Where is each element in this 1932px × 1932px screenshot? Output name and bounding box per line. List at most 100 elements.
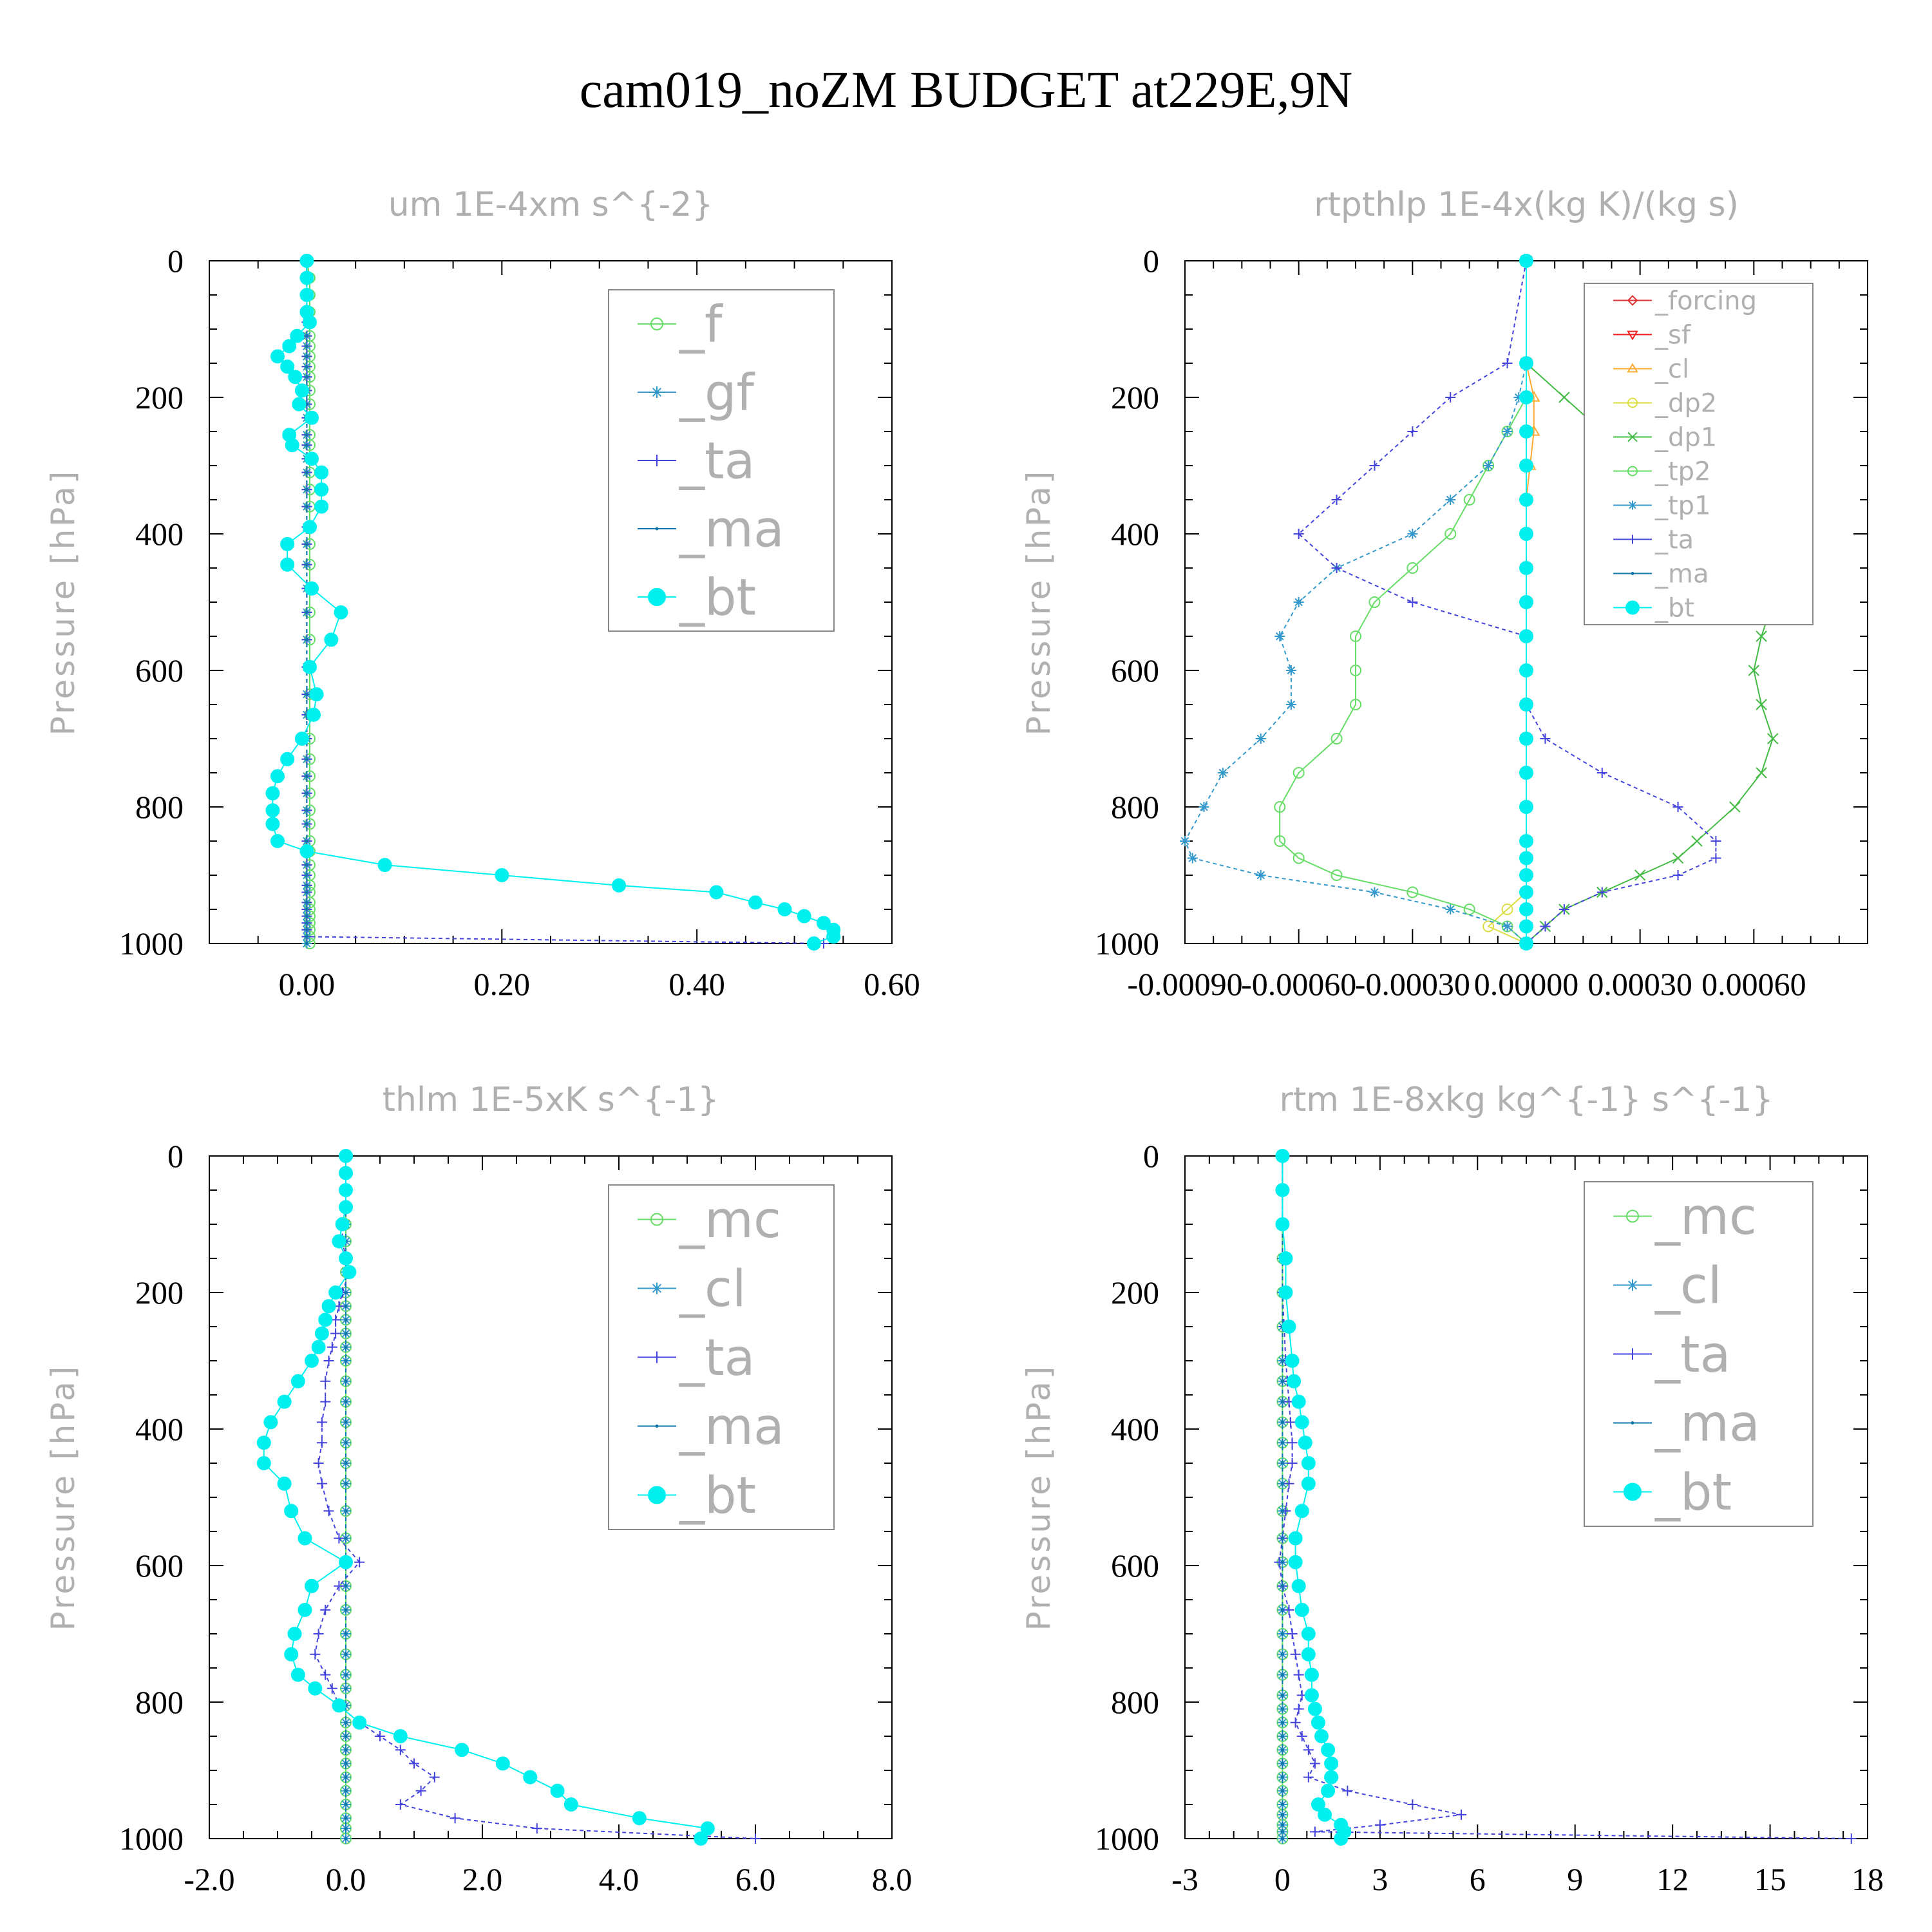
data-point xyxy=(709,885,724,900)
x-tick-label: -2.0 xyxy=(184,1861,234,1897)
y-tick-label: 800 xyxy=(135,789,184,825)
data-point xyxy=(1255,870,1266,880)
legend-label: _ma xyxy=(679,1398,784,1456)
data-point xyxy=(305,638,308,641)
data-point xyxy=(1304,1688,1319,1703)
data-point xyxy=(299,844,314,858)
data-point xyxy=(1287,1458,1298,1468)
legend: _mc _cl _ta _ma _bt xyxy=(1584,1181,1814,1527)
data-point xyxy=(1293,1703,1304,1714)
legend-label: _cl xyxy=(1654,355,1689,384)
legend-marker xyxy=(1627,431,1638,442)
legend-label: _dp2 xyxy=(1654,389,1717,419)
data-point xyxy=(332,1234,346,1249)
y-tick-label: 400 xyxy=(135,1411,184,1447)
data-point xyxy=(324,632,339,647)
data-point xyxy=(344,1632,348,1636)
data-point xyxy=(265,786,280,800)
data-point xyxy=(1314,1729,1329,1743)
legend-entry: _cl xyxy=(1613,355,1689,384)
series-tp2 xyxy=(1274,255,1532,949)
data-point xyxy=(1275,1149,1290,1163)
data-point xyxy=(1331,563,1342,573)
data-point xyxy=(1519,885,1533,900)
data-point xyxy=(305,934,308,938)
data-point xyxy=(1180,836,1190,846)
legend-marker xyxy=(651,1282,663,1294)
data-point xyxy=(344,1687,348,1690)
data-point xyxy=(1368,596,1381,608)
data-point xyxy=(299,270,314,285)
data-point xyxy=(1296,1731,1307,1741)
data-point xyxy=(334,605,348,620)
series-line xyxy=(1184,261,1527,944)
y-tick-label: 600 xyxy=(135,652,184,688)
data-point xyxy=(342,1265,357,1280)
data-point xyxy=(305,433,308,437)
legend-label: _tp1 xyxy=(1654,491,1711,521)
legend-entry: _ma xyxy=(638,1398,784,1456)
data-point xyxy=(1519,663,1533,677)
panel-title: rtpthlp 1E-4x(kg K)/(kg s) xyxy=(1314,185,1739,224)
data-point xyxy=(305,757,308,761)
y-axis-label: Pressure [hPa] xyxy=(44,469,82,736)
data-point xyxy=(1540,734,1551,744)
legend: _forcing _sf _cl _dp2 _dp1 _tp2 _tp1 _ta _ma _bt xyxy=(1584,283,1814,625)
data-point xyxy=(1288,1531,1303,1546)
data-point xyxy=(375,1731,385,1741)
legend-entry: _bt xyxy=(1613,594,1694,623)
data-point xyxy=(1280,1537,1284,1540)
data-point xyxy=(305,451,319,466)
data-point xyxy=(1311,1797,1325,1812)
data-point xyxy=(1502,426,1513,437)
legend-label: _ta xyxy=(679,1329,755,1387)
x-tick-label: 0.60 xyxy=(864,966,920,1002)
data-point xyxy=(1406,886,1419,898)
data-point xyxy=(1501,904,1513,915)
data-point xyxy=(1298,1435,1312,1450)
legend-label: _ma xyxy=(679,500,784,558)
data-point xyxy=(1407,426,1418,437)
data-point xyxy=(750,1833,761,1844)
data-point xyxy=(1280,1734,1284,1738)
x-tick-label: 3 xyxy=(1372,1861,1388,1897)
panel-title: um 1E-4xm s^{-2} xyxy=(388,185,714,224)
y-tick-label: 800 xyxy=(1111,789,1159,825)
y-tick-label: 200 xyxy=(135,379,184,415)
data-point xyxy=(320,1396,331,1407)
data-point xyxy=(1407,529,1418,539)
chart-panel-4: rtm 1E-8xkg kg^{-1} s^{-1} Pressure [hPa]… xyxy=(1020,1081,1884,1897)
data-point xyxy=(305,611,308,614)
data-point xyxy=(1350,699,1361,710)
x-tick-label: 2.0 xyxy=(462,1861,503,1897)
data-point xyxy=(320,1376,331,1387)
data-point xyxy=(1519,595,1533,609)
x-tick-label: 6 xyxy=(1470,1861,1486,1897)
data-point xyxy=(1331,495,1342,505)
legend-entry: _dp2 xyxy=(1613,389,1717,419)
data-point xyxy=(1748,665,1760,676)
data-point xyxy=(305,542,308,546)
x-tick-label: 15 xyxy=(1754,1861,1786,1897)
data-point xyxy=(270,769,285,784)
data-point xyxy=(263,1415,278,1430)
data-point xyxy=(1756,699,1767,710)
data-point xyxy=(1282,1320,1296,1334)
x-tick-label: 0.00060 xyxy=(1701,966,1806,1002)
legend-label: _ma xyxy=(1654,560,1709,589)
legend-marker xyxy=(1631,572,1634,575)
data-point xyxy=(314,465,329,480)
data-point xyxy=(305,873,308,877)
data-point xyxy=(344,1748,348,1752)
legend-marker xyxy=(1627,466,1638,477)
data-point xyxy=(395,1799,406,1810)
data-point xyxy=(344,1761,348,1765)
data-point xyxy=(1519,766,1533,780)
data-point xyxy=(1291,1578,1306,1593)
data-point xyxy=(288,370,303,384)
data-point xyxy=(826,929,841,944)
legend-label: _dp1 xyxy=(1654,423,1717,453)
data-point xyxy=(1767,733,1779,744)
data-point xyxy=(564,1797,578,1812)
data-point xyxy=(817,916,831,931)
